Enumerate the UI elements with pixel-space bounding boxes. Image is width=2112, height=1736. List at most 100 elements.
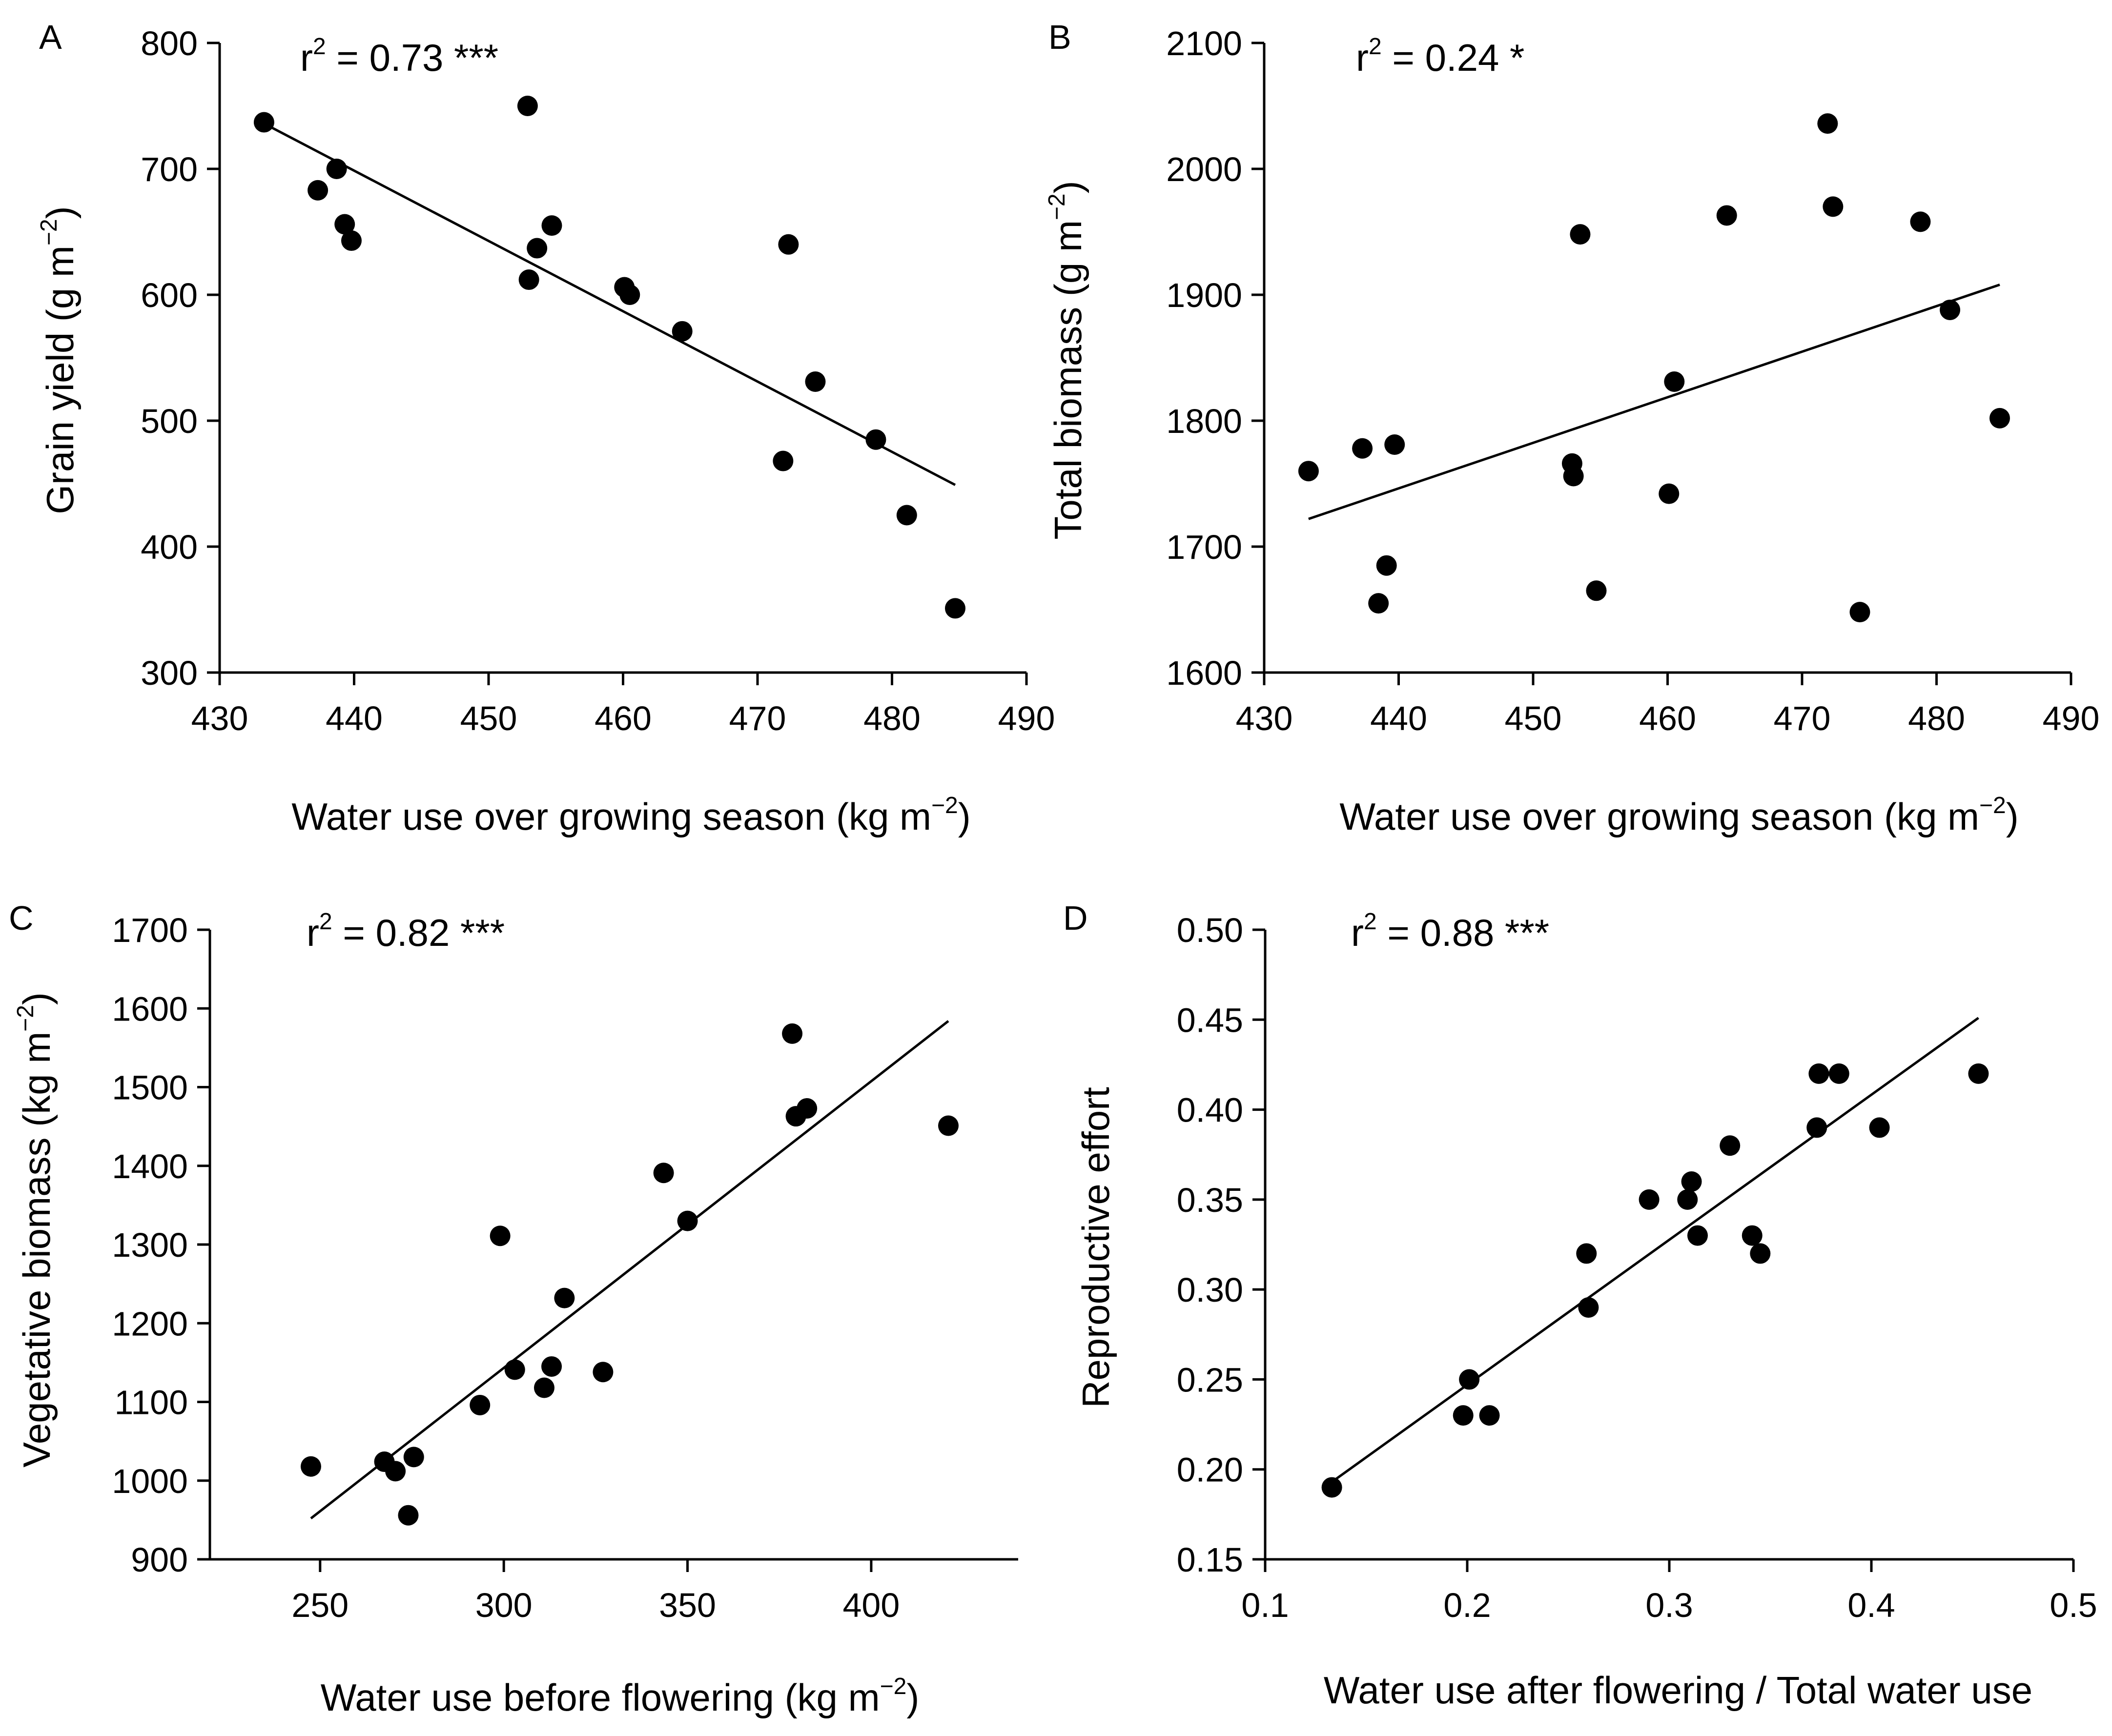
data-point bbox=[308, 180, 328, 201]
x-tick-label: 250 bbox=[291, 1586, 349, 1624]
y-tick-label: 0.25 bbox=[1177, 1361, 1243, 1399]
y-axis-label: Reproductive effort bbox=[1074, 1087, 1117, 1408]
x-tick-label: 350 bbox=[659, 1586, 716, 1624]
y-tick-label: 700 bbox=[141, 150, 198, 188]
data-point bbox=[938, 1115, 959, 1136]
data-point bbox=[1563, 466, 1584, 487]
y-tick-label: 0.15 bbox=[1177, 1541, 1243, 1579]
x-axis-label: Water use over growing season (kg m−2) bbox=[1339, 793, 2018, 838]
panel-letter: A bbox=[39, 18, 62, 56]
data-point bbox=[1968, 1063, 1989, 1084]
data-point bbox=[1321, 1477, 1342, 1498]
panel-letter: B bbox=[1048, 18, 1071, 56]
data-point bbox=[1664, 371, 1685, 392]
x-axis-label: Water use after flowering / Total water … bbox=[1324, 1669, 2032, 1712]
y-tick-label: 400 bbox=[141, 528, 198, 566]
data-point bbox=[1453, 1405, 1474, 1426]
y-tick-label: 0.20 bbox=[1177, 1451, 1243, 1489]
x-tick-label: 440 bbox=[1370, 699, 1427, 737]
data-point bbox=[541, 1356, 562, 1377]
data-point bbox=[1940, 299, 1961, 320]
x-tick-label: 0.2 bbox=[1443, 1586, 1491, 1624]
data-point bbox=[1459, 1369, 1480, 1390]
regression-line bbox=[263, 122, 956, 486]
y-tick-label: 1800 bbox=[1166, 402, 1242, 440]
y-axis-label: Total biomass (g m−2) bbox=[1044, 181, 1089, 539]
data-point bbox=[385, 1461, 406, 1482]
data-point bbox=[896, 505, 917, 526]
data-point bbox=[301, 1456, 321, 1477]
y-axis-label: Grain yield (g m−2) bbox=[36, 206, 82, 514]
data-point bbox=[1750, 1243, 1771, 1264]
r-squared-label: r2 = 0.82 *** bbox=[307, 909, 505, 954]
data-point bbox=[541, 215, 562, 236]
panel-letter: D bbox=[1063, 899, 1088, 937]
y-tick-label: 900 bbox=[131, 1541, 188, 1579]
y-tick-label: 1000 bbox=[112, 1462, 188, 1500]
y-tick-label: 0.45 bbox=[1177, 1001, 1243, 1039]
data-point bbox=[334, 214, 355, 235]
panel-letter: C bbox=[9, 899, 34, 937]
data-point bbox=[1823, 196, 1844, 217]
data-point bbox=[533, 1377, 554, 1398]
data-point bbox=[1659, 483, 1680, 504]
y-tick-label: 1300 bbox=[112, 1226, 188, 1264]
y-tick-label: 0.40 bbox=[1177, 1091, 1243, 1129]
x-axis-label: Water use over growing season (kg m−2) bbox=[291, 793, 970, 838]
data-point bbox=[504, 1359, 525, 1380]
data-point bbox=[341, 230, 362, 251]
data-point bbox=[1368, 593, 1389, 614]
data-point bbox=[1576, 1243, 1597, 1264]
data-point bbox=[1806, 1117, 1827, 1138]
x-tick-label: 430 bbox=[1236, 699, 1293, 737]
y-tick-label: 500 bbox=[141, 402, 198, 440]
x-tick-label: 450 bbox=[1505, 699, 1562, 737]
data-point bbox=[778, 234, 799, 255]
data-point bbox=[253, 112, 274, 133]
panel-c: C r2 = 0.82 *** Water use before floweri… bbox=[9, 899, 1018, 1719]
regression-line bbox=[1331, 1017, 1979, 1483]
data-point bbox=[1869, 1117, 1890, 1138]
x-tick-label: 440 bbox=[326, 699, 383, 737]
data-point bbox=[1352, 438, 1373, 459]
y-tick-label: 1600 bbox=[1166, 654, 1242, 692]
y-tick-label: 1400 bbox=[112, 1147, 188, 1185]
data-point bbox=[944, 598, 965, 619]
x-tick-label: 0.5 bbox=[2050, 1586, 2097, 1624]
data-point bbox=[865, 429, 886, 450]
panel-a: A r2 = 0.73 *** Water use over growing s… bbox=[36, 18, 1055, 838]
data-point bbox=[1677, 1189, 1698, 1210]
data-point bbox=[1910, 211, 1931, 232]
r-squared-label: r2 = 0.24 * bbox=[1356, 34, 1524, 79]
data-point bbox=[805, 371, 826, 392]
y-tick-label: 800 bbox=[141, 24, 198, 62]
data-point bbox=[1298, 461, 1319, 482]
data-point bbox=[593, 1362, 614, 1383]
x-tick-label: 400 bbox=[843, 1586, 900, 1624]
x-tick-label: 470 bbox=[729, 699, 786, 737]
data-point bbox=[677, 1210, 698, 1231]
data-point bbox=[1479, 1405, 1500, 1426]
data-point bbox=[1828, 1063, 1849, 1084]
regression-line bbox=[1308, 283, 2000, 520]
data-point bbox=[1570, 224, 1591, 245]
x-tick-label: 470 bbox=[1774, 699, 1831, 737]
x-tick-label: 490 bbox=[998, 699, 1055, 737]
data-point bbox=[1681, 1171, 1702, 1192]
data-point bbox=[782, 1023, 803, 1044]
data-point bbox=[517, 96, 538, 116]
y-tick-label: 2000 bbox=[1166, 150, 1242, 188]
y-tick-label: 1700 bbox=[112, 911, 188, 949]
regression-line bbox=[310, 1020, 949, 1520]
y-tick-label: 1700 bbox=[1166, 528, 1242, 566]
data-point bbox=[1742, 1225, 1763, 1246]
data-point bbox=[1720, 1135, 1741, 1156]
panel-d: D r2 = 0.88 *** Water use after flowerin… bbox=[1063, 899, 2097, 1712]
data-point bbox=[619, 285, 640, 305]
data-point bbox=[1989, 408, 2010, 429]
y-tick-label: 0.30 bbox=[1177, 1271, 1243, 1309]
y-tick-label: 1200 bbox=[112, 1305, 188, 1343]
panel-b: B r2 = 0.24 * Water use over growing sea… bbox=[1044, 18, 2099, 838]
x-tick-label: 480 bbox=[863, 699, 921, 737]
